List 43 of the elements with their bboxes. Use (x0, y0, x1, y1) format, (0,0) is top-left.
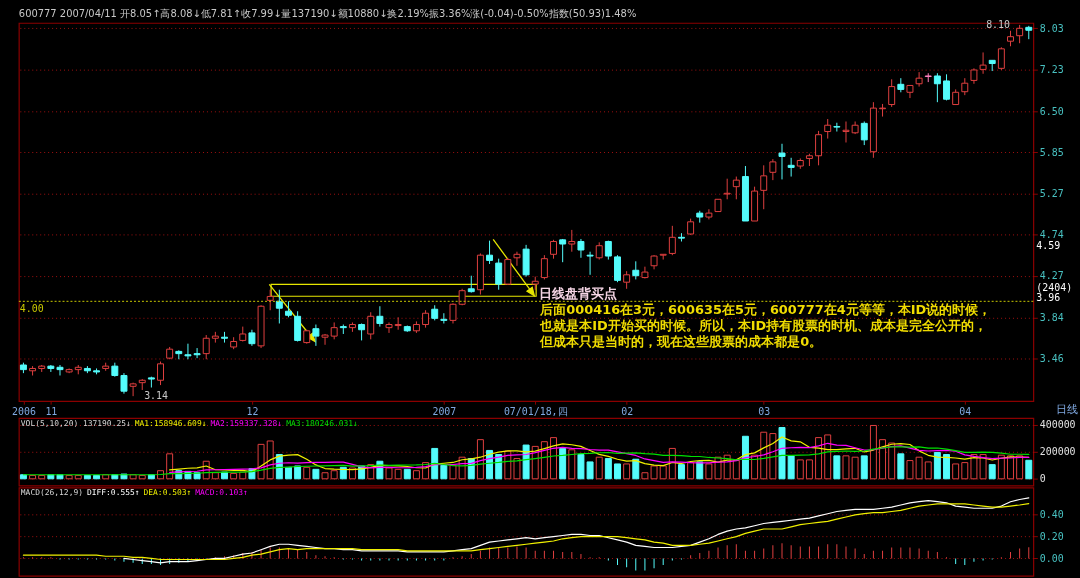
y-tick-label: 7.23 (1039, 63, 1064, 75)
y-tick-label: 4.74 (1039, 229, 1064, 241)
text: MA1:158946.609↓ (134, 418, 207, 428)
x-axis-title: 日线 (1055, 402, 1078, 416)
y-tick-label: 200000 (1039, 446, 1076, 458)
x-tick-label: 03 (758, 405, 771, 417)
y-tick-label: 5.85 (1039, 146, 1064, 158)
y-tick-label: 0.40 (1039, 509, 1064, 521)
text: MA3:180246.031↓ (286, 418, 358, 428)
x-tick-label: 07/01/18,四 (503, 405, 568, 417)
annotation: MACD:0.103↑ (195, 488, 248, 498)
text: (2404) (1036, 281, 1073, 293)
text: DIFF:0.555↑ (86, 488, 140, 498)
x-tick-label: 12 (246, 405, 259, 417)
x-tick-label: 04 (959, 405, 972, 417)
text: DEA:0.503↑ (143, 488, 192, 498)
annotation: 8.10 (986, 19, 1011, 31)
y-tick-label: 3.46 (1039, 352, 1064, 364)
x-tick-label: 11 (45, 405, 58, 417)
text: MA2:159337.328↓ (210, 418, 283, 428)
y-tick-label: 3.84 (1039, 311, 1064, 323)
x-tick-label: 2007 (432, 405, 457, 417)
y-tick-label: 5.27 (1039, 187, 1064, 199)
annotation: 也就是本ID开始买的时候。所以，本ID持有股票的时机、成本是完全公开的， (539, 317, 988, 333)
y-tick-label: 0.00 (1039, 552, 1064, 564)
y-tick-label: 4.27 (1039, 270, 1064, 282)
ref-line-label: 4.00 (19, 303, 44, 315)
x-tick-label: 02 (621, 405, 634, 417)
chart-title: VOL(5,10,20) 137190.25↓ (20, 418, 131, 428)
text: 3.96 (1036, 291, 1061, 303)
x-tick-label: 2006 (12, 405, 36, 417)
y-tick-label: 400000 (1039, 419, 1076, 431)
annotation: 日线盘背买点 (538, 285, 617, 301)
chart-title: MACD(26,12,9) (20, 488, 83, 498)
text: 4.59 (1036, 240, 1061, 252)
y-tick-label: 8.03 (1039, 22, 1064, 34)
annotation: 3.14 (144, 390, 169, 402)
annotation: 后面000416在3元，600635在5元，600777在4元等等，本ID说的时候， (539, 301, 992, 317)
y-tick-label: 0.20 (1039, 531, 1064, 543)
y-tick-label: 6.50 (1039, 105, 1064, 117)
annotation: 但成本只是当时的，现在这些股票的成本都是0。 (539, 333, 823, 349)
y-tick-label: 0 (1039, 473, 1046, 485)
chart-subtitle: 600777 2007/04/11 开8.05↑高8.08↓低7.81↑收7.99↓量137190↓额10880↓换2.19%振3.36%涨(-0.04)-0.50%指数(50.93)1.48% (18, 8, 637, 20)
